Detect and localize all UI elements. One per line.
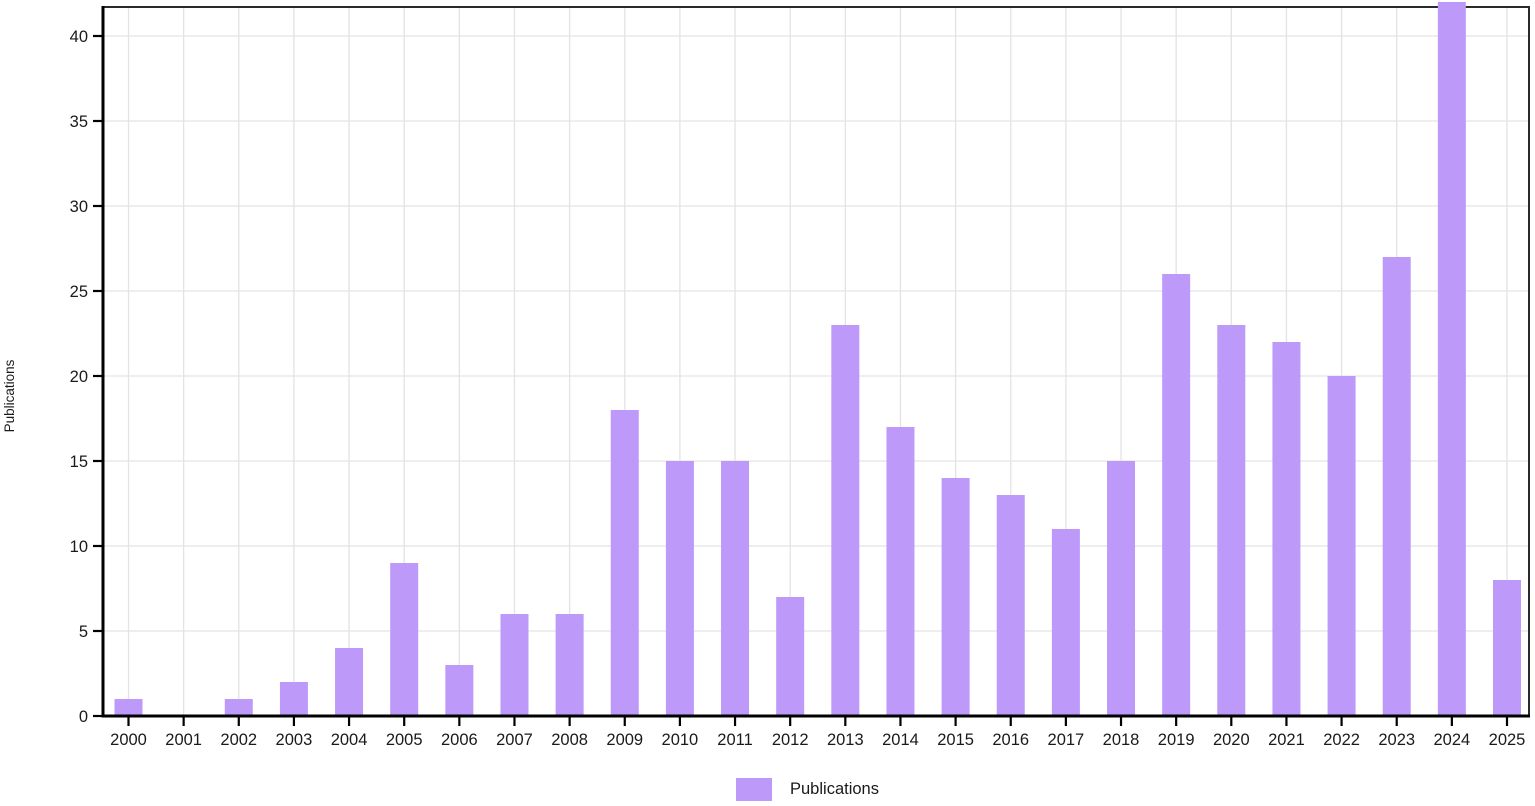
x-tick-label-2007: 2007 bbox=[496, 731, 533, 749]
y-tick-label-0: 0 bbox=[79, 708, 88, 726]
bar-2018 bbox=[1107, 461, 1136, 716]
x-tick-label-2016: 2016 bbox=[992, 731, 1029, 749]
bar-2000 bbox=[114, 699, 143, 716]
x-tick-label-2000: 2000 bbox=[110, 731, 147, 749]
bar-2005 bbox=[390, 563, 419, 716]
bar-2006 bbox=[445, 665, 474, 716]
y-tick-label-20: 20 bbox=[70, 368, 88, 386]
bar-2010 bbox=[665, 461, 694, 716]
y-axis-title: Publications bbox=[2, 359, 17, 432]
x-tick-label-2013: 2013 bbox=[827, 731, 864, 749]
y-tick-label-15: 15 bbox=[70, 453, 88, 471]
x-tick-label-2002: 2002 bbox=[220, 731, 257, 749]
bar-2024 bbox=[1437, 2, 1466, 716]
x-tick-label-2014: 2014 bbox=[882, 731, 919, 749]
x-tick-label-2010: 2010 bbox=[662, 731, 699, 749]
bar-2021 bbox=[1272, 342, 1301, 716]
x-tick-label-2017: 2017 bbox=[1048, 731, 1085, 749]
bar-2007 bbox=[500, 614, 529, 716]
y-tick-label-35: 35 bbox=[70, 113, 88, 131]
bar-2017 bbox=[1051, 529, 1080, 716]
x-tick-label-2012: 2012 bbox=[772, 731, 809, 749]
x-tick-label-2023: 2023 bbox=[1378, 731, 1415, 749]
x-tick-label-2024: 2024 bbox=[1434, 731, 1471, 749]
y-tick-label-5: 5 bbox=[79, 623, 88, 641]
x-tick-label-2011: 2011 bbox=[717, 731, 752, 749]
bar-2025 bbox=[1493, 580, 1521, 716]
x-tick-label-2015: 2015 bbox=[937, 731, 974, 749]
legend-swatch bbox=[736, 778, 772, 801]
bar-2004 bbox=[335, 648, 364, 716]
x-tick-label-2020: 2020 bbox=[1213, 731, 1250, 749]
bar-2014 bbox=[886, 427, 915, 716]
x-tick-label-2021: 2021 bbox=[1268, 731, 1305, 749]
x-tick-label-2001: 2001 bbox=[165, 731, 202, 749]
x-tick-label-2005: 2005 bbox=[386, 731, 423, 749]
bar-2016 bbox=[996, 495, 1025, 716]
bar-2019 bbox=[1162, 274, 1191, 716]
y-tick-label-25: 25 bbox=[70, 283, 88, 301]
bar-2013 bbox=[831, 325, 860, 716]
x-tick-label-2018: 2018 bbox=[1103, 731, 1140, 749]
x-tick-label-2025: 2025 bbox=[1489, 731, 1526, 749]
y-tick-label-30: 30 bbox=[70, 198, 88, 216]
bar-2008 bbox=[555, 614, 584, 716]
x-tick-label-2022: 2022 bbox=[1323, 731, 1360, 749]
x-tick-label-2009: 2009 bbox=[606, 731, 643, 749]
legend-label: Publications bbox=[790, 780, 879, 798]
bar-2015 bbox=[941, 478, 970, 716]
y-tick-label-10: 10 bbox=[70, 538, 88, 556]
x-tick-label-2006: 2006 bbox=[441, 731, 478, 749]
bar-2011 bbox=[721, 461, 750, 716]
x-tick-label-2004: 2004 bbox=[331, 731, 368, 749]
bar-2003 bbox=[279, 682, 308, 716]
x-tick-label-2019: 2019 bbox=[1158, 731, 1195, 749]
bar-2022 bbox=[1327, 376, 1356, 716]
bar-2023 bbox=[1382, 257, 1411, 716]
bar-2002 bbox=[224, 699, 253, 716]
x-tick-label-2003: 2003 bbox=[276, 731, 313, 749]
bar-2020 bbox=[1217, 325, 1246, 716]
legend: Publications bbox=[736, 778, 879, 801]
bar-2012 bbox=[776, 597, 805, 716]
y-tick-label-40: 40 bbox=[70, 28, 88, 46]
x-tick-label-2008: 2008 bbox=[551, 731, 588, 749]
bar-2009 bbox=[610, 410, 639, 716]
plot-border bbox=[102, 6, 1530, 717]
